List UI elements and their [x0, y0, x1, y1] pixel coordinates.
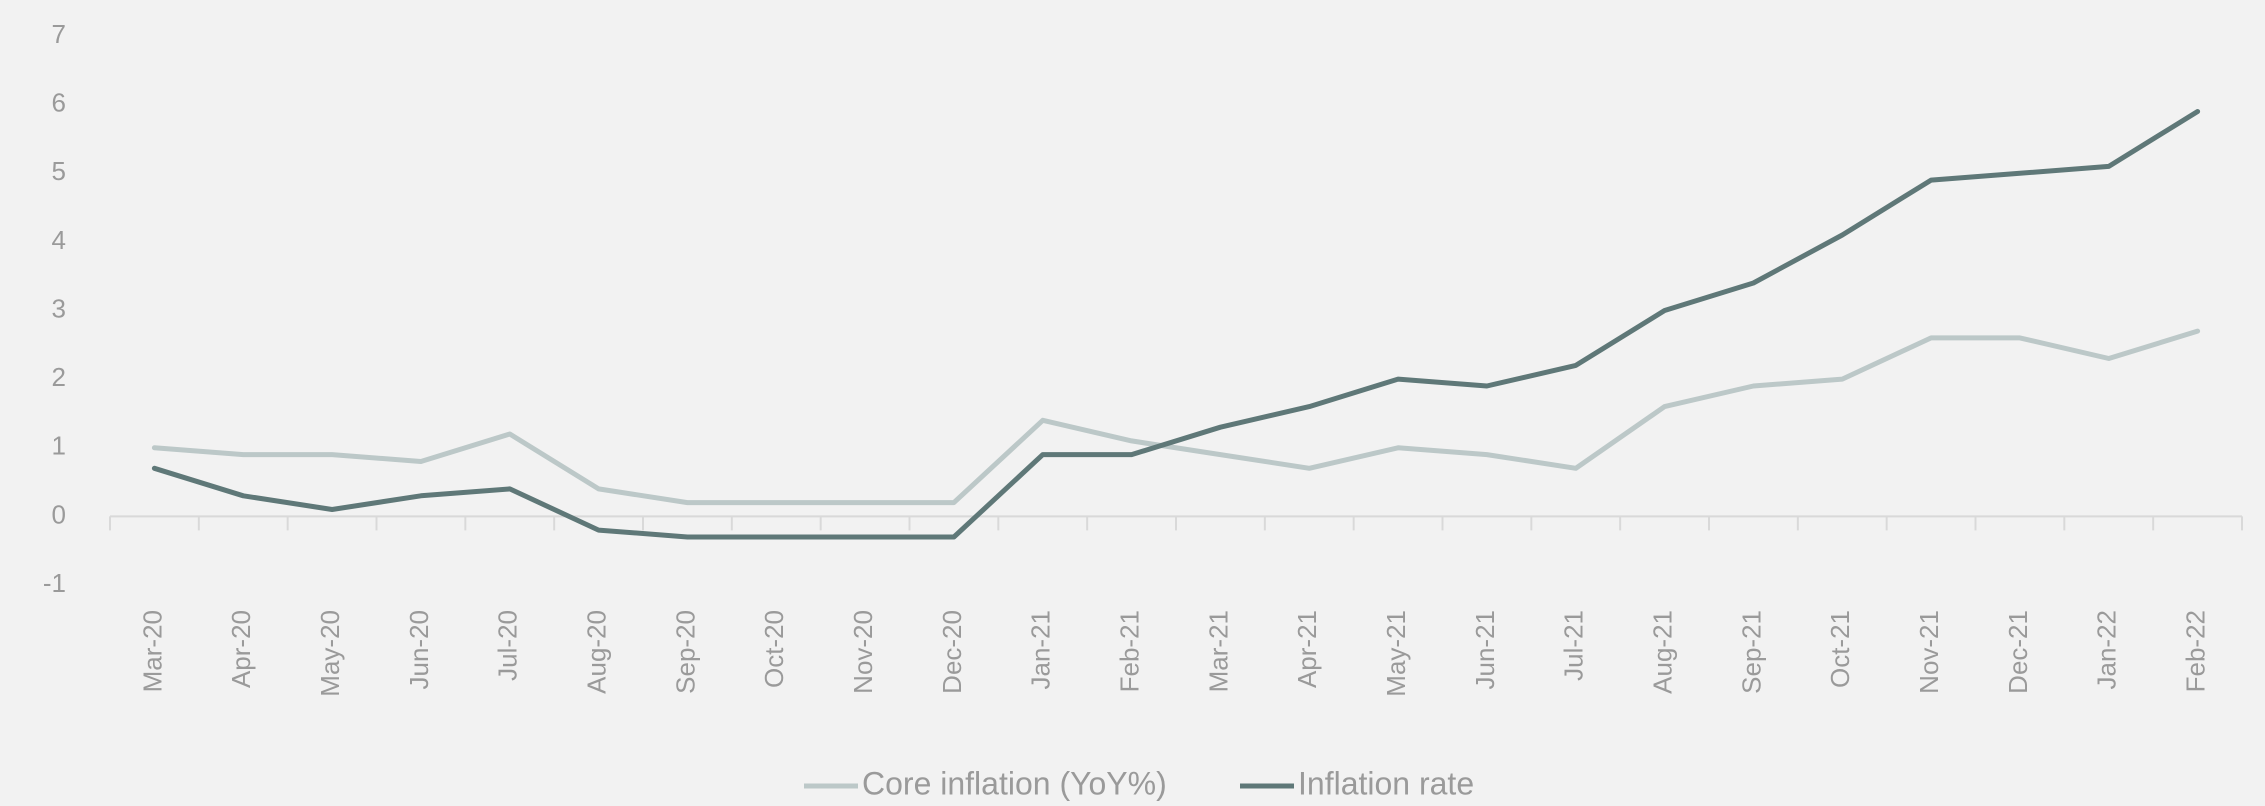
x-tick-label: Jul-20 — [493, 610, 523, 681]
x-tick-label: Sep-21 — [1736, 610, 1766, 694]
x-tick-label: Jun-20 — [404, 610, 434, 690]
series-line — [151, 109, 2201, 540]
y-tick-label: 4 — [52, 225, 66, 255]
x-tick-label: Jul-21 — [1559, 610, 1589, 681]
x-tick-label: Apr-21 — [1292, 610, 1322, 688]
x-tick-label: Jan-21 — [1026, 610, 1056, 690]
x-tick-label: Nov-20 — [848, 610, 878, 694]
x-tick-label: Feb-22 — [2180, 610, 2210, 692]
y-tick-label: 7 — [52, 19, 66, 49]
x-tick-label: Dec-21 — [2003, 610, 2033, 694]
y-tick-label: 5 — [52, 156, 66, 186]
x-tick-label: Nov-21 — [1914, 610, 1944, 694]
x-tick-label: Dec-20 — [937, 610, 967, 694]
x-tick-label: Apr-20 — [226, 610, 256, 688]
x-tick-label: Oct-21 — [1825, 610, 1855, 688]
x-tick-label: Sep-20 — [670, 610, 700, 694]
x-tick-label: Oct-20 — [759, 610, 789, 688]
y-tick-label: 2 — [52, 362, 66, 392]
y-tick-label: 1 — [52, 431, 66, 461]
x-tick-label: Mar-20 — [137, 610, 167, 692]
x-tick-label: May-20 — [315, 610, 345, 697]
x-tick-label: Jan-22 — [2092, 610, 2122, 690]
x-tick-label: Mar-21 — [1203, 610, 1233, 692]
legend-label: Core inflation (YoY%) — [862, 765, 1167, 801]
x-tick-label: Jun-21 — [1470, 610, 1500, 690]
y-tick-label: 6 — [52, 88, 66, 118]
series-line — [151, 328, 2201, 506]
legend-label: Inflation rate — [1298, 765, 1474, 801]
y-tick-label: -1 — [43, 568, 66, 598]
x-tick-label: Aug-20 — [581, 610, 611, 694]
y-tick-label: 3 — [52, 293, 66, 323]
x-tick-label: May-21 — [1381, 610, 1411, 697]
x-tick-label: Aug-21 — [1647, 610, 1677, 694]
y-tick-label: 0 — [52, 499, 66, 529]
x-tick-label: Feb-21 — [1114, 610, 1144, 692]
